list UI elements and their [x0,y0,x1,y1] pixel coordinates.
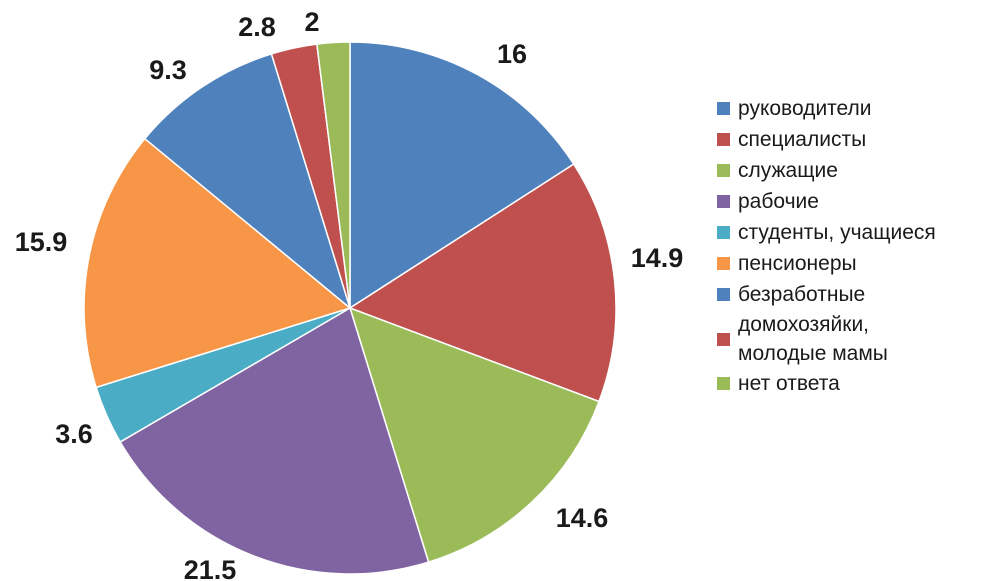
slice-value-label: 3.6 [55,419,93,449]
pie-slice [119,307,430,575]
legend-swatch [716,194,731,209]
legend-item: студенты, учащиеся [716,217,991,248]
pie-slice [83,137,351,389]
pie-slice [144,53,351,309]
legend-label: руководители [738,97,872,120]
slice-value-label: 14.6 [556,503,609,533]
slice-value-label: 2 [304,7,319,37]
data-labels: 16 14.9 14.6 21.5 3.6 15.9 9.3 2.8 2 [15,7,684,581]
legend-item: пенсионеры [716,248,991,279]
legend-label: специалисты [738,128,867,151]
pie-slice [349,307,600,563]
slice-value-label: 21.5 [184,555,237,581]
legend-swatch [716,101,731,116]
legend-item: нет ответа [716,368,991,399]
pie-slice [349,41,575,309]
legend-item: специалисты [716,124,991,155]
legend-swatch [716,132,731,147]
slice-value-label: 15.9 [15,227,68,257]
legend-swatch [716,287,731,302]
legend-swatch [716,163,731,178]
legend-item: служащие [716,155,991,186]
slice-value-label: 2.8 [238,12,276,42]
legend-item: руководители [716,93,991,124]
legend-label: нет ответа [738,372,840,395]
legend: руководители специалисты служащие рабочие ст… [716,93,991,399]
legend-swatch [716,256,731,271]
legend-label: служащие [738,159,838,182]
legend-label: пенсионеры [738,252,857,275]
legend-swatch [716,376,731,391]
legend-label: домохозяйки, молодые мамы [738,313,888,365]
pie-slice [349,163,617,403]
slice-value-label: 16 [497,39,527,69]
legend-item: рабочие [716,186,991,217]
legend-label: студенты, учащиеся [738,221,936,244]
legend-swatch [716,331,731,347]
legend-label: безработные [738,283,866,306]
legend-item: безработные [716,279,991,310]
pie-slices [83,41,617,575]
slice-value-label: 14.9 [631,243,684,273]
legend-item: домохозяйки, молодые мамы [716,310,991,368]
slice-value-label: 9.3 [149,55,187,85]
pie-slice [316,41,351,309]
legend-swatch [716,225,731,240]
legend-label: рабочие [738,190,819,213]
